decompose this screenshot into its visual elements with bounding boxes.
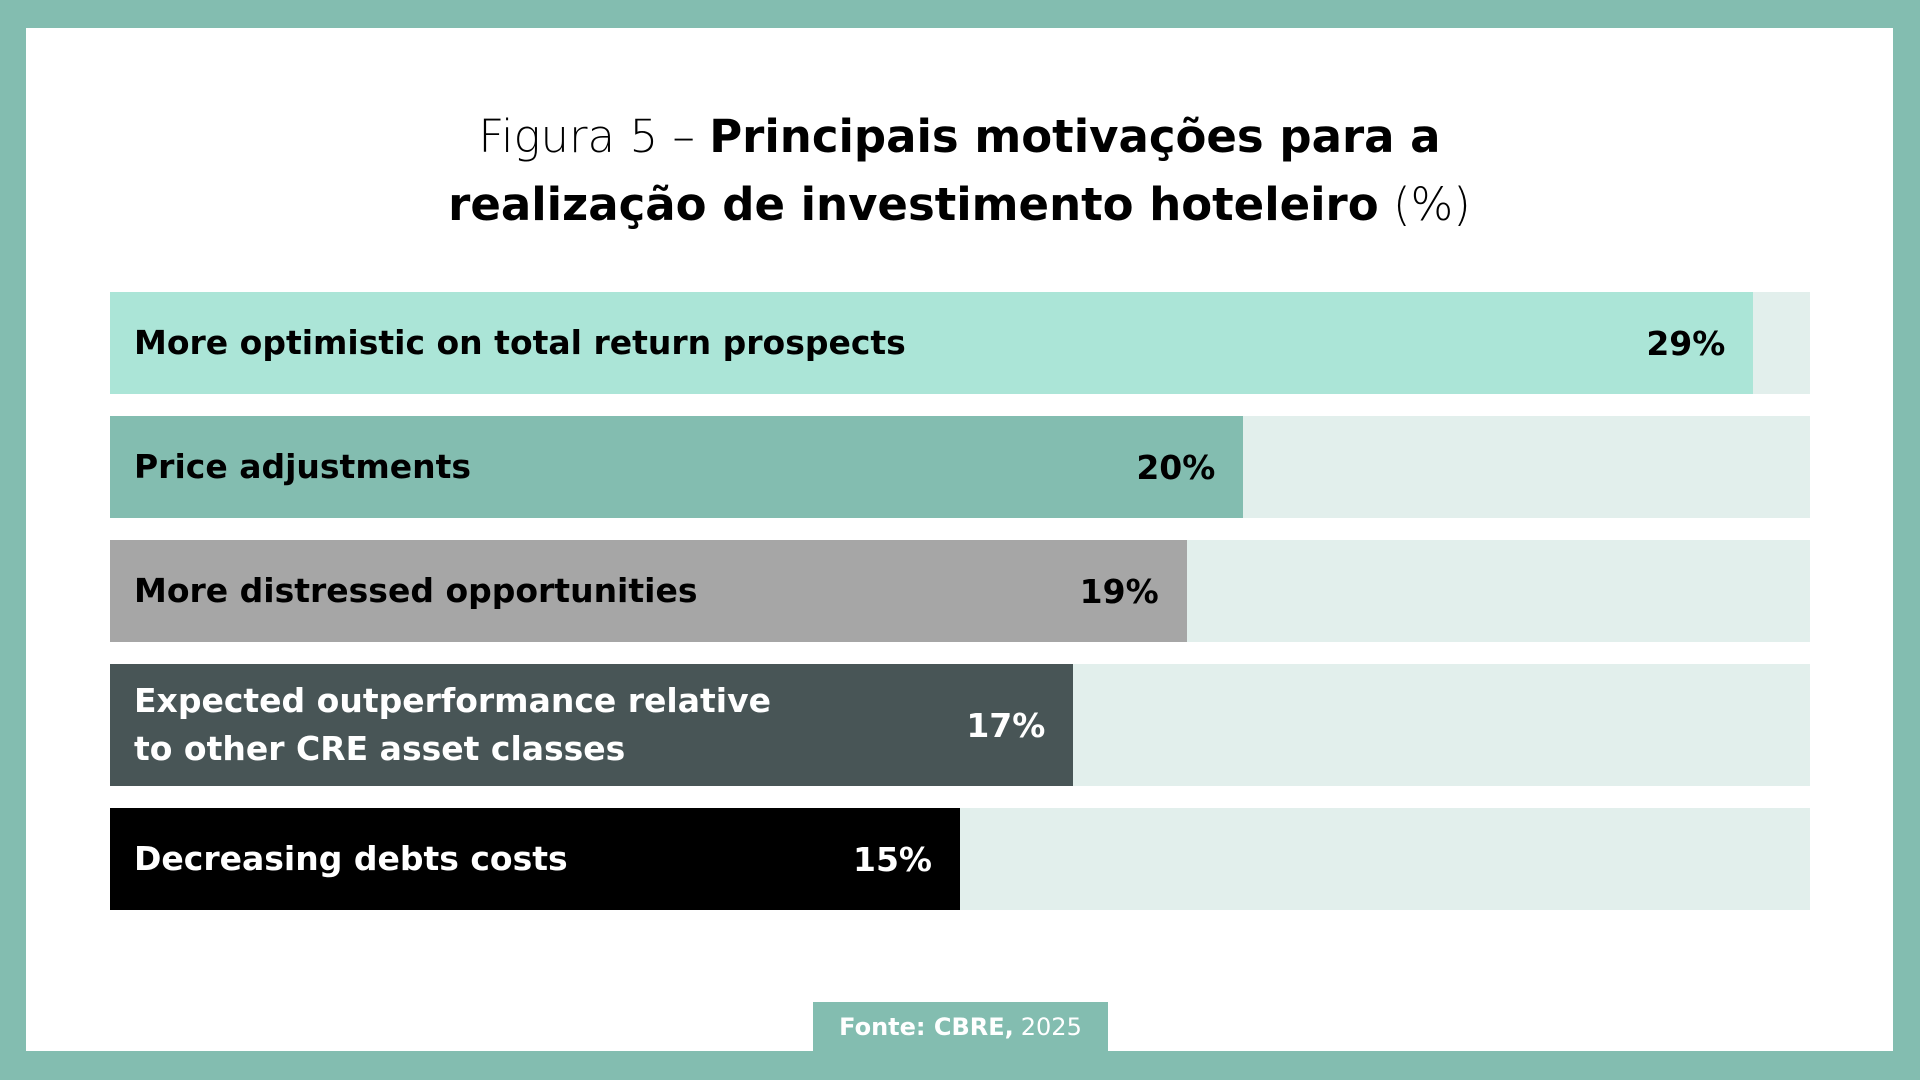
title-bold-line-1: Principais motivações para a [709, 110, 1441, 163]
bar-category-label: Expected outperformance relative to othe… [134, 681, 771, 768]
chart-title: Figura 5 – Principais motivações para a … [26, 103, 1893, 239]
bar-value-label: 20% [1136, 447, 1216, 487]
bar [110, 664, 1074, 786]
bar-track: More optimistic on total return prospect… [110, 292, 1810, 394]
bar-category-label: Price adjustments [134, 447, 471, 486]
bar-value-label: 19% [1079, 571, 1159, 611]
bar [110, 808, 960, 910]
title-bold-line-2: realização de investimento hoteleiro [448, 178, 1379, 231]
bar-track: Price adjustments 20% [110, 416, 1810, 518]
bar-track: Expected outperformance relative to othe… [110, 664, 1810, 786]
bar-value-label: 29% [1646, 323, 1726, 363]
title-line-2: realização de investimento hoteleiro (%) [26, 171, 1893, 239]
bar-category-label: More optimistic on total return prospect… [134, 323, 906, 362]
title-line-1: Figura 5 – Principais motivações para a [26, 103, 1893, 171]
source-name: Fonte: CBRE, [839, 1012, 1014, 1041]
title-prefix: Figura 5 – [478, 110, 695, 163]
title-suffix: (%) [1392, 178, 1471, 231]
bar-value-label: 15% [853, 839, 932, 879]
bar-category-label: Decreasing debts costs [134, 839, 568, 878]
chart-card: Figura 5 – Principais motivações para a … [26, 28, 1893, 1051]
bar-chart: More optimistic on total return prospect… [26, 28, 1893, 1051]
bar-category-label: More distressed opportunities [134, 571, 698, 610]
bar-value-label: 17% [966, 705, 1046, 745]
bar [110, 540, 1187, 642]
bar [110, 416, 1244, 518]
bar [110, 292, 1754, 394]
source-badge: Fonte: CBRE, 2025 [813, 1002, 1108, 1051]
bar-track: More distressed opportunities 19% [110, 540, 1810, 642]
bar-track: Decreasing debts costs 15% [110, 808, 1810, 910]
source-year: 2025 [1020, 1012, 1082, 1041]
